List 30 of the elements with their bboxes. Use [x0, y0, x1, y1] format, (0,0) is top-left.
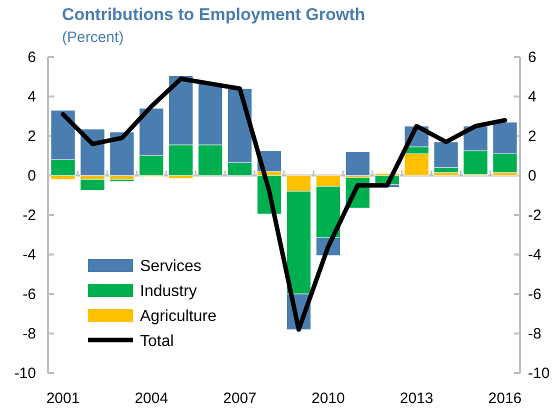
y-tick-label: 6	[28, 48, 36, 66]
legend-label: Industry	[140, 283, 197, 300]
y-tick-label: 0	[28, 167, 36, 184]
y2-tick-label: 2	[528, 128, 536, 145]
y2-tick-label: -8	[528, 325, 542, 342]
y-tick-label: 2	[28, 128, 36, 145]
legend-label: Total	[140, 333, 174, 350]
y2-tick-label: 6	[528, 48, 536, 66]
y-tick-label: -4	[22, 246, 36, 264]
y2-tick-label: -4	[528, 246, 542, 264]
legend-label: Services	[140, 258, 202, 275]
y2-tick-label: -6	[528, 286, 542, 303]
chart-title: Contributions to Employment Growth	[62, 5, 366, 24]
y2-tick-label: -10	[528, 364, 550, 382]
x-tick-label: 2004	[134, 390, 168, 407]
y2-tick-label: 4	[528, 88, 536, 106]
x-tick-label: 2013	[400, 390, 434, 407]
chart-subtitle: (Percent)	[62, 29, 124, 46]
x-tick-label: 2007	[223, 390, 256, 407]
x-tick-label: 2001	[46, 390, 80, 407]
y-tick-label: 4	[28, 88, 36, 106]
y-tick-label: -8	[22, 325, 36, 342]
y2-tick-label: -2	[528, 206, 542, 224]
legend-label: Agriculture	[140, 308, 217, 325]
x-tick-label: 2016	[488, 390, 522, 407]
x-tick-label: 2010	[312, 390, 345, 407]
y2-tick-label: 0	[528, 167, 536, 184]
y-tick-label: -6	[22, 286, 36, 303]
y-tick-label: -10	[14, 364, 36, 382]
y-tick-label: -2	[22, 206, 36, 224]
